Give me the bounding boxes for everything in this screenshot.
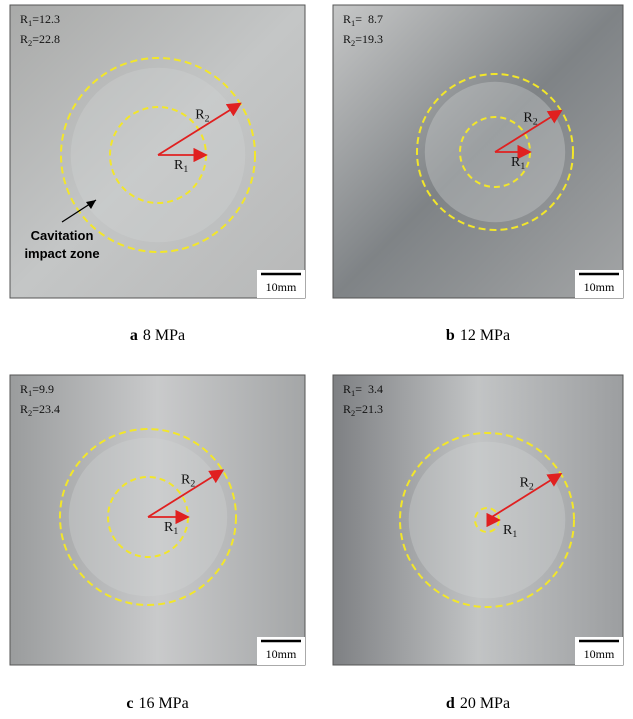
caption-text: 16 MPa [138,695,188,712]
value: =19.3 [355,32,383,46]
radius-label: R2=23.4 [20,402,60,418]
symbol: R [164,520,174,535]
subscript: 2 [351,39,355,48]
caption-letter: b [446,327,455,344]
symbol: R [174,158,184,173]
symbol: R [343,12,351,26]
radius-label: R1 [174,158,188,175]
value: =23.4 [32,402,60,416]
symbol: R [20,382,28,396]
caption: c 16 MPa [126,695,188,712]
outer-circle [416,73,574,231]
outer-circle [59,428,237,606]
subscript: 1 [183,164,188,175]
specimen-photo [9,374,306,666]
symbol: R [20,12,28,26]
subscript: 2 [205,114,210,125]
caption-letter: a [130,327,138,344]
caption: b 12 MPa [446,327,510,344]
subscript: 1 [351,389,355,398]
subscript: 2 [351,409,355,418]
value: = 8.7 [355,12,383,26]
symbol: R [20,32,28,46]
caption-letter: c [126,695,133,712]
r2-arrow [494,109,563,153]
annotation: Cavitation [31,228,94,243]
radius-label: R2 [520,476,534,493]
r2-arrow [486,472,563,521]
radius-label: R1=9.9 [20,382,54,398]
subscript: 2 [28,409,32,418]
radius-label: R2 [195,108,209,125]
subscript: 1 [28,389,32,398]
r2-arrow [157,102,242,156]
subscript: 1 [173,526,178,537]
scale-label: 10mm [266,280,297,294]
subscript: 2 [533,116,538,127]
caption-text: 12 MPa [460,327,510,344]
radius-label: R2=19.3 [343,32,383,48]
symbol: R [511,155,521,170]
impact-zone [424,81,566,223]
value: =12.3 [32,12,60,26]
r2-arrow [147,469,225,518]
scale-label: 10mm [266,647,297,661]
subscript: 2 [529,482,534,493]
symbol: R [343,382,351,396]
symbol: R [523,110,533,125]
radius-label: R2 [523,110,537,127]
caption-text: 20 MPa [460,695,510,712]
radius-label: R2=22.8 [20,32,60,48]
radius-label: R1= 8.7 [343,12,383,28]
specimen-photo [332,4,624,299]
value: = 3.4 [355,382,383,396]
radius-label: R2 [181,472,195,489]
value: =22.8 [32,32,60,46]
subscript: 2 [190,478,195,489]
arrow-head [86,200,96,209]
outer-circle [60,57,256,253]
radius-label: R1=12.3 [20,12,60,28]
symbol: R [343,32,351,46]
symbol: R [343,402,351,416]
radius-label: R1 [503,523,517,540]
scale-label: 10mm [584,280,615,294]
symbol: R [520,476,530,491]
radius-label: R1 [164,520,178,537]
scale-label: 10mm [584,647,615,661]
radius-label: R2=21.3 [343,402,383,418]
radius-label: R1= 3.4 [343,382,383,398]
symbol: R [181,472,191,487]
caption-text: 8 MPa [143,327,185,344]
specimen-photo [9,4,306,299]
subscript: 1 [512,529,517,540]
symbol: R [503,523,513,538]
caption: d 20 MPa [446,695,510,712]
symbol: R [20,402,28,416]
subscript: 1 [351,19,355,28]
symbol: R [195,108,205,123]
radius-label: R1 [511,155,525,172]
subscript: 2 [28,39,32,48]
subscript: 1 [520,161,525,172]
value: =21.3 [355,402,383,416]
annotation: impact zone [24,246,99,261]
subscript: 1 [28,19,32,28]
value: =9.9 [32,382,54,396]
caption-letter: d [446,695,455,712]
outer-circle [399,432,575,608]
caption: a 8 MPa [130,327,185,344]
